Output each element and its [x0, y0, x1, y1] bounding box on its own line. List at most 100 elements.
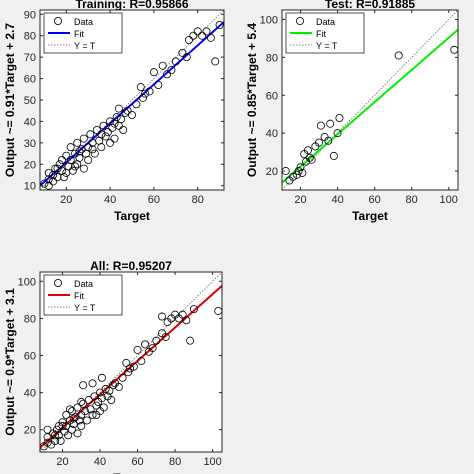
y-tick-label: 80 — [24, 313, 36, 325]
data-point — [49, 170, 58, 179]
fit-line — [282, 28, 458, 184]
data-point — [92, 401, 101, 410]
data-point — [105, 386, 114, 395]
legend-label-identity: Y = T — [316, 41, 338, 51]
data-point — [84, 396, 93, 405]
data-point — [333, 129, 342, 138]
data-point — [86, 130, 95, 139]
chart-title: Test: R=0.91885 — [325, 0, 415, 11]
y-tick-label: 10 — [24, 181, 36, 193]
legend-label-identity: Y = T — [74, 41, 96, 51]
x-tick-label: 60 — [369, 194, 381, 206]
data-point — [114, 104, 123, 113]
y-tick-label: 20 — [24, 159, 36, 171]
data-point — [315, 138, 324, 147]
data-point — [53, 164, 62, 173]
x-tick-label: 20 — [56, 456, 68, 468]
data-point — [178, 48, 187, 57]
data-point — [73, 429, 82, 438]
x-tick-label: 20 — [60, 194, 72, 206]
legend-marker-data — [295, 16, 304, 25]
data-point — [77, 397, 86, 406]
data-point — [117, 115, 126, 124]
data-point — [71, 149, 80, 158]
legend-label-fit: Fit — [74, 291, 84, 301]
legend-label-data: Data — [74, 17, 93, 27]
data-point — [88, 379, 97, 388]
data-point — [92, 126, 101, 135]
data-point — [53, 173, 62, 182]
legend: Data Fit Y = T — [43, 274, 123, 316]
data-point — [126, 364, 135, 373]
y-tick-label: 100 — [18, 276, 36, 288]
data-point — [145, 87, 154, 96]
data-point — [124, 368, 133, 377]
data-point — [101, 132, 110, 141]
data-point — [133, 345, 142, 354]
data-point — [43, 438, 52, 447]
data-point — [123, 106, 132, 115]
data-point — [92, 410, 101, 419]
data-point — [132, 100, 141, 109]
data-point — [316, 121, 325, 130]
x-tick-label: 100 — [440, 194, 458, 206]
y-tick-label: 20 — [24, 425, 36, 437]
data-point — [141, 340, 150, 349]
data-point — [69, 420, 78, 429]
legend: Data Fit Y = T — [43, 12, 123, 54]
data-point — [52, 425, 61, 434]
data-point — [82, 416, 91, 425]
data-point — [215, 20, 224, 29]
x-tick-label: 60 — [131, 456, 143, 468]
y-tick-label: 60 — [266, 90, 278, 102]
data-point — [67, 425, 76, 434]
data-point — [292, 170, 301, 179]
data-point — [138, 93, 147, 102]
legend-label-identity: Y = T — [74, 303, 96, 313]
data-point — [152, 336, 161, 345]
data-point — [67, 407, 76, 416]
data-point — [90, 149, 99, 158]
chart-panel-3: 20 40 60 80 100 20 40 60 80 100 All: R=0.95207 Targ… — [3, 259, 223, 474]
data-point — [66, 143, 75, 152]
data-point — [289, 172, 298, 181]
plot-content — [282, 10, 458, 190]
y-tick-label: 60 — [24, 74, 36, 86]
data-point — [324, 136, 333, 145]
y-tick-label: 60 — [24, 351, 36, 363]
y-tick-label: 20 — [266, 166, 278, 178]
data-point — [101, 384, 110, 393]
data-point — [106, 138, 115, 147]
data-point — [189, 31, 198, 40]
data-point — [73, 138, 82, 147]
data-point — [66, 155, 75, 164]
x-tick-label: 60 — [148, 194, 160, 206]
data-point — [171, 57, 180, 66]
x-tick-label: 20 — [294, 194, 306, 206]
data-point — [79, 381, 88, 390]
legend-marker-data — [54, 278, 63, 287]
data-point — [186, 336, 195, 345]
data-point — [96, 388, 105, 397]
data-point — [303, 146, 312, 155]
data-point — [161, 332, 170, 341]
data-point — [110, 134, 119, 143]
plot-content — [40, 272, 222, 452]
data-point — [44, 175, 53, 184]
x-tick-label: 80 — [406, 194, 418, 206]
data-point — [193, 27, 202, 36]
data-point — [51, 436, 60, 445]
data-point — [90, 392, 99, 401]
legend-label-fit: Fit — [316, 29, 326, 39]
data-point — [109, 381, 118, 390]
data-point — [88, 410, 97, 419]
legend-marker-data — [54, 16, 63, 25]
plot-content — [40, 10, 224, 190]
x-tick-label: 100 — [203, 456, 221, 468]
y-tick-label: 80 — [266, 52, 278, 64]
data-point — [182, 316, 191, 325]
data-point — [75, 153, 84, 162]
data-point — [60, 173, 69, 182]
data-point — [394, 51, 403, 60]
